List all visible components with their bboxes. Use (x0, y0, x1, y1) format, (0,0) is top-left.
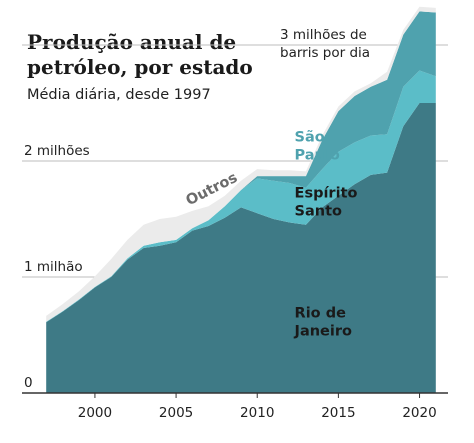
y-tick-label-0: 0 (24, 375, 33, 391)
series-label-esp-rito-santo-line-2: Santo (295, 204, 342, 220)
chart-title-line-2: petróleo, por estado (27, 55, 253, 79)
series-label-esp-rito-santo-line-1: Espírito (295, 186, 358, 202)
area-outros (46, 6, 436, 322)
y-unit-label-line-1: 3 milhões de (280, 27, 367, 43)
x-tick-labels: 2000 2005 2010 2015 2020 (78, 393, 437, 421)
x-tick-label-3: 2015 (321, 405, 355, 421)
series-label-rio-de-janeiro-line-2: Janeiro (294, 324, 352, 340)
y-unit-label-line-2: barris por dia (280, 45, 370, 61)
chart-subtitle: Média diária, desde 1997 (27, 87, 211, 103)
series-label-s-o-paulo-line-1: São (295, 129, 325, 145)
area-esp-rito-santo (46, 70, 436, 323)
series-label-rio-de-janeiro-line-1: Rio de (295, 306, 347, 322)
x-tick-label-4: 2020 (402, 405, 436, 421)
x-tick-label-2: 2010 (240, 405, 274, 421)
x-tick-label-0: 2000 (78, 405, 112, 421)
y-tick-label-1: 1 milhão (24, 259, 83, 275)
y-tick-labels: 0 1 milhão 2 milhões 3 milhões de barris por… (24, 27, 370, 391)
area-series-group (46, 6, 436, 393)
y-tick-label-2: 2 milhões (24, 143, 90, 159)
series-label-s-o-paulo-line-2: Paulo (295, 147, 340, 163)
area-rio-de-janeiro (46, 103, 436, 393)
chart-title-line-1: Produção anual de (27, 30, 236, 54)
x-tick-label-1: 2005 (159, 405, 193, 421)
